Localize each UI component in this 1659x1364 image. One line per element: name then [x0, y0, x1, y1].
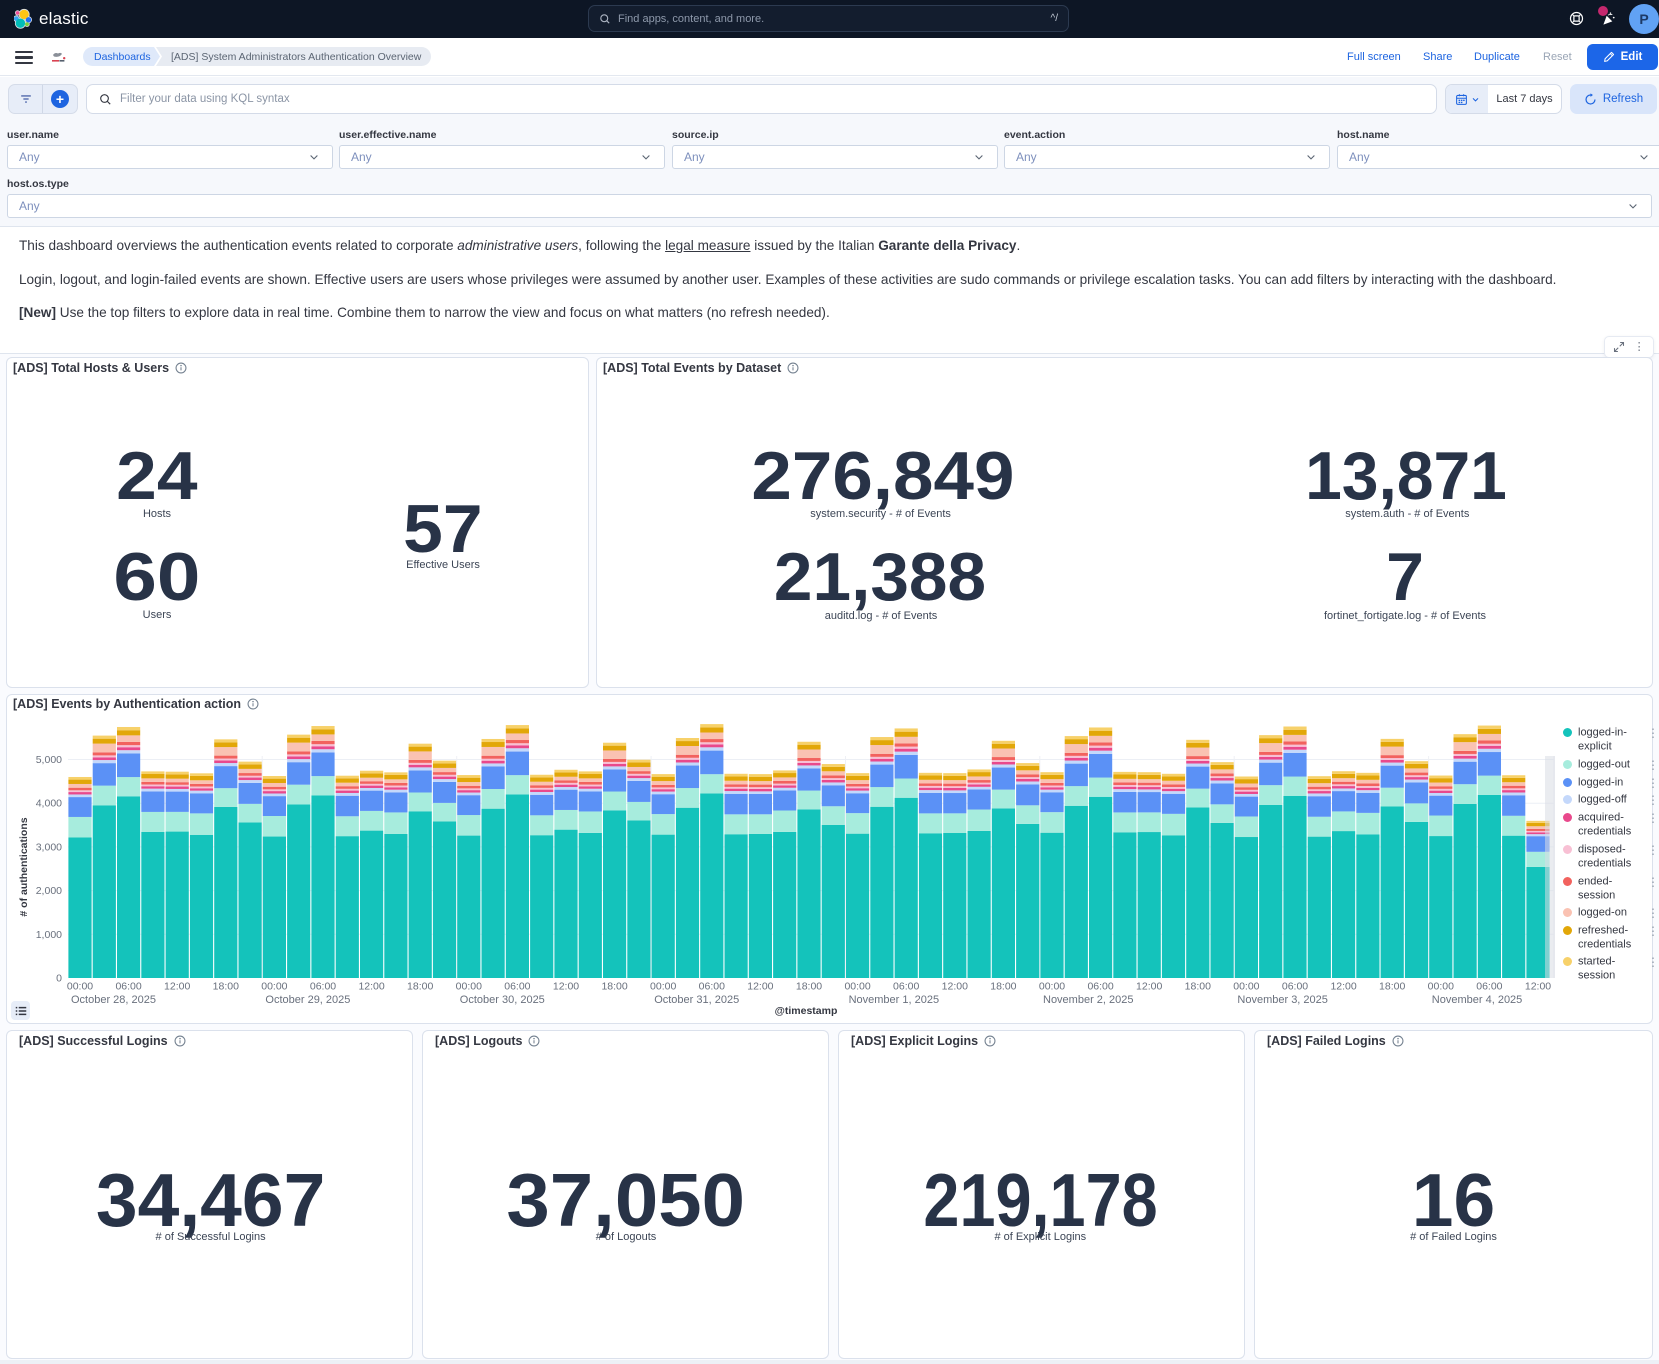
svg-text:12:00: 12:00: [747, 981, 773, 993]
svg-text:3,000: 3,000: [36, 841, 62, 853]
svg-text:October 28, 2025: October 28, 2025: [71, 994, 156, 1006]
svg-text:2,000: 2,000: [36, 885, 62, 897]
svg-text:@timestamp: @timestamp: [775, 1005, 838, 1017]
svg-text:00:00: 00:00: [1428, 981, 1454, 993]
svg-text:00:00: 00:00: [67, 981, 93, 993]
svg-text:06:00: 06:00: [893, 981, 919, 993]
svg-text:06:00: 06:00: [1087, 981, 1113, 993]
svg-text:00:00: 00:00: [844, 981, 870, 993]
svg-text:12:00: 12:00: [358, 981, 384, 993]
svg-text:18:00: 18:00: [407, 981, 433, 993]
svg-text:12:00: 12:00: [942, 981, 968, 993]
svg-text:18:00: 18:00: [1379, 981, 1405, 993]
svg-text:00:00: 00:00: [1233, 981, 1259, 993]
svg-text:06:00: 06:00: [1476, 981, 1502, 993]
svg-text:00:00: 00:00: [261, 981, 287, 993]
svg-text:06:00: 06:00: [699, 981, 725, 993]
svg-text:00:00: 00:00: [1039, 981, 1065, 993]
svg-text:18:00: 18:00: [796, 981, 822, 993]
svg-text:October 31, 2025: October 31, 2025: [654, 994, 739, 1006]
svg-text:November 1, 2025: November 1, 2025: [849, 994, 940, 1006]
svg-text:12:00: 12:00: [1136, 981, 1162, 993]
svg-text:12:00: 12:00: [1525, 981, 1551, 993]
svg-text:18:00: 18:00: [1185, 981, 1211, 993]
svg-text:October 30, 2025: October 30, 2025: [460, 994, 545, 1006]
svg-text:November 4, 2025: November 4, 2025: [1432, 994, 1523, 1006]
svg-text:00:00: 00:00: [650, 981, 676, 993]
svg-text:06:00: 06:00: [504, 981, 530, 993]
svg-text:0: 0: [56, 973, 62, 985]
svg-text:18:00: 18:00: [213, 981, 239, 993]
svg-text:5,000: 5,000: [36, 754, 62, 766]
svg-text:October 29, 2025: October 29, 2025: [265, 994, 350, 1006]
svg-text:06:00: 06:00: [1282, 981, 1308, 993]
svg-text:# of authentications: # of authentications: [18, 817, 30, 916]
svg-text:00:00: 00:00: [456, 981, 482, 993]
svg-text:06:00: 06:00: [310, 981, 336, 993]
svg-text:November 2, 2025: November 2, 2025: [1043, 994, 1134, 1006]
svg-text:4,000: 4,000: [36, 798, 62, 810]
svg-text:06:00: 06:00: [115, 981, 141, 993]
svg-text:18:00: 18:00: [990, 981, 1016, 993]
svg-text:18:00: 18:00: [601, 981, 627, 993]
svg-text:12:00: 12:00: [553, 981, 579, 993]
svg-text:November 3, 2025: November 3, 2025: [1237, 994, 1328, 1006]
svg-text:1,000: 1,000: [36, 929, 62, 941]
svg-text:12:00: 12:00: [1330, 981, 1356, 993]
svg-text:12:00: 12:00: [164, 981, 190, 993]
